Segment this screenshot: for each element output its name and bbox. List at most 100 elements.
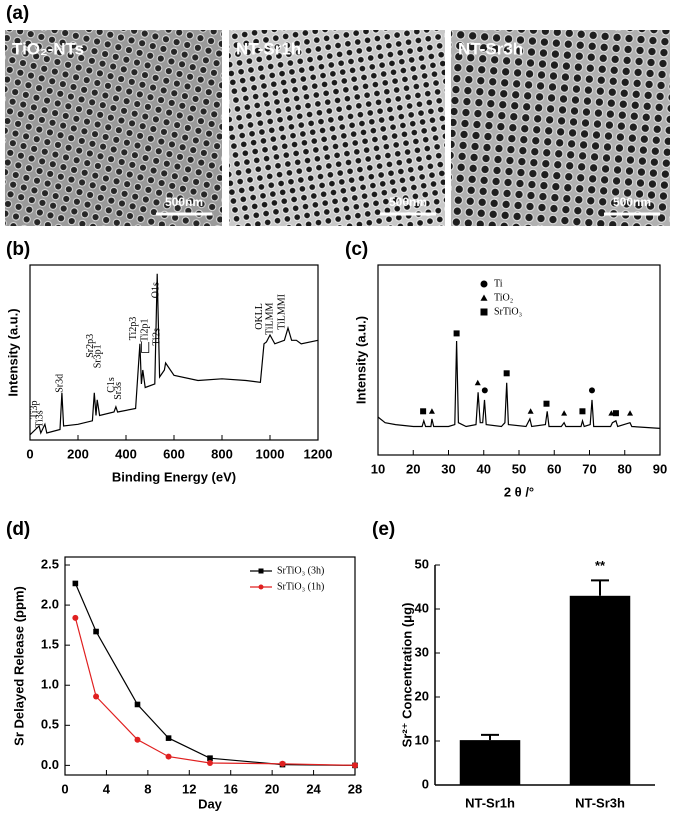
x-axis-title: Binding Energy (eV) xyxy=(112,469,236,484)
legend-label: Ti xyxy=(494,278,503,289)
x-tick-label: 28 xyxy=(348,781,362,796)
panel-label: (b) xyxy=(6,239,30,260)
phase-marker xyxy=(481,387,488,394)
legend-symbol xyxy=(480,280,488,288)
y-tick-label: 10 xyxy=(415,732,429,747)
peak-label: Ti2p3 xyxy=(128,317,139,341)
y-tick-label: 40 xyxy=(415,600,429,615)
y-tick-label: 2.0 xyxy=(41,597,59,612)
legend-label: SrTiO₃ xyxy=(494,306,522,317)
x-tick-label: NT-Sr3h xyxy=(575,795,625,810)
legend-label: SrTiO₃ (3h) xyxy=(277,565,324,576)
x-tick-label: 1200 xyxy=(304,446,333,461)
spectrum xyxy=(29,273,319,436)
x-tick-label: 90 xyxy=(653,461,667,476)
marker xyxy=(207,759,213,766)
x-axis-title: 2 θ /° xyxy=(504,484,534,499)
x-tick-label: 60 xyxy=(547,461,561,476)
legend-label: TiO₂ xyxy=(494,292,513,303)
panel-label: (e) xyxy=(372,519,395,540)
x-tick-label: 12 xyxy=(182,781,196,796)
peak-label: Sr3s xyxy=(113,382,124,400)
marker xyxy=(352,762,358,769)
y-tick-label: 30 xyxy=(415,644,429,659)
significance: ** xyxy=(595,558,606,573)
x-tick-label: 4 xyxy=(103,781,111,796)
panel-label: (c) xyxy=(345,239,368,260)
y-tick-label: 50 xyxy=(415,556,429,571)
x-tick-label: 16 xyxy=(223,781,237,796)
series-line xyxy=(74,617,356,766)
y-tick-label: 1.5 xyxy=(41,637,59,652)
plot-frame xyxy=(29,264,319,441)
legend-symbol xyxy=(480,308,488,316)
sem-image xyxy=(229,30,445,226)
scale-label: 500nm xyxy=(165,195,203,209)
marker xyxy=(165,735,172,741)
legend-label: SrTiO₃ (1h) xyxy=(277,581,324,592)
x-tick-label: 1000 xyxy=(256,446,285,461)
peak-label: Ti3p xyxy=(29,400,40,419)
phase-marker xyxy=(428,408,435,414)
marker xyxy=(72,580,79,587)
legend-symbol xyxy=(258,584,264,590)
phase-marker xyxy=(579,408,586,415)
y-axis-title: Intensity (a.u.) xyxy=(5,308,20,396)
peak-label: Sr3p1 xyxy=(93,344,104,368)
peak-label: TiLMMI xyxy=(276,294,287,330)
x-tick-label: 0 xyxy=(61,781,68,796)
peak-label: Sr2p3 xyxy=(85,334,96,358)
phase-marker xyxy=(543,400,550,407)
x-tick-label: 10 xyxy=(371,461,385,476)
phase-marker xyxy=(612,410,619,417)
y-axis-title: Sr Delayed Release (ppm) xyxy=(11,586,26,746)
marker xyxy=(93,628,99,635)
x-tick-label: 8 xyxy=(144,781,151,796)
y-axis-title: Sr²⁺ Concentration (μg) xyxy=(399,603,414,748)
x-tick-label: 800 xyxy=(211,446,233,461)
phase-marker xyxy=(627,410,634,416)
marker xyxy=(72,614,79,621)
marker xyxy=(134,701,141,708)
x-tick-label: 600 xyxy=(163,446,185,461)
y-tick-label: 0.5 xyxy=(41,717,59,732)
peak-label: Ti3s xyxy=(34,410,45,428)
x-tick-label: 200 xyxy=(67,446,89,461)
marker xyxy=(207,755,213,761)
panel-label: (a) xyxy=(6,3,29,24)
x-tick-label: 20 xyxy=(406,461,420,476)
error-bar xyxy=(591,579,609,596)
peak-bracket xyxy=(141,342,150,353)
marker xyxy=(279,760,286,767)
plot-frame xyxy=(64,556,356,776)
x-tick-label: 24 xyxy=(306,781,321,796)
y-tick-label: 20 xyxy=(415,688,429,703)
scale-label: 500nm xyxy=(613,195,651,209)
phase-marker xyxy=(474,379,481,386)
image-label: NT-Sr1h xyxy=(236,39,301,58)
x-tick-label: NT-Sr1h xyxy=(465,795,515,810)
y-tick-label: 0 xyxy=(422,776,429,791)
image-label: NT-Sr3h xyxy=(458,39,523,58)
y-tick-label: 2.5 xyxy=(41,556,59,571)
marker xyxy=(134,736,141,743)
error-bar xyxy=(481,733,499,741)
x-tick-label: 40 xyxy=(477,461,491,476)
peak-label: Sr3d xyxy=(55,374,66,393)
bar xyxy=(569,595,631,785)
sem-image xyxy=(451,30,670,226)
sem-image xyxy=(5,30,222,226)
x-axis-title: Day xyxy=(198,796,223,811)
image-label: TiO₂-NTs xyxy=(12,39,84,58)
phase-marker xyxy=(588,387,595,394)
x-tick-label: 400 xyxy=(115,446,137,461)
x-tick-label: 50 xyxy=(512,461,526,476)
y-tick-label: 1.0 xyxy=(41,677,59,692)
spectrum xyxy=(377,340,661,429)
x-tick-label: 30 xyxy=(441,461,455,476)
phase-marker xyxy=(453,330,460,337)
phase-marker xyxy=(608,410,615,416)
phase-marker xyxy=(503,370,510,377)
x-tick-label: 70 xyxy=(582,461,596,476)
panel-label: (d) xyxy=(6,519,30,540)
